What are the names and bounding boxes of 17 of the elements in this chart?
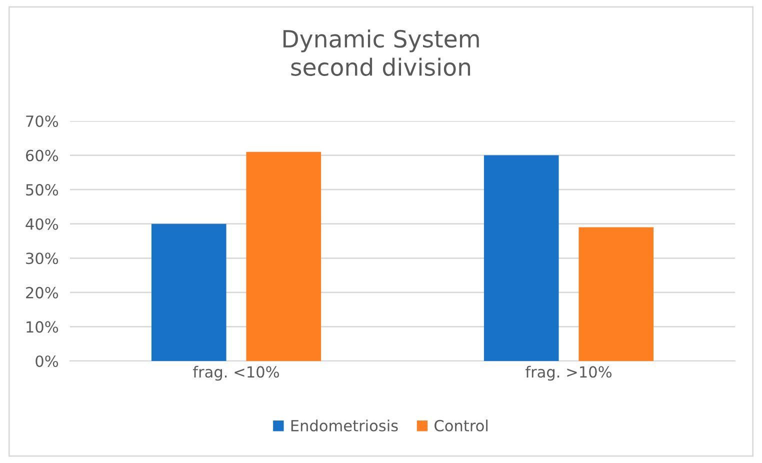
y-tick-label: 50% — [26, 184, 58, 196]
bar — [484, 155, 559, 361]
y-tick-label: 0% — [36, 355, 58, 368]
bar — [246, 152, 322, 361]
y-tick-label: 10% — [26, 321, 58, 333]
bar — [151, 224, 226, 361]
y-tick-label: 30% — [26, 252, 58, 264]
y-tick-label: 20% — [26, 286, 58, 298]
legend-label: Endometriosis — [291, 420, 398, 432]
x-tick-label: frag. <10% — [193, 366, 279, 381]
y-tick-label: 60% — [26, 150, 58, 162]
legend-label: Control — [434, 420, 488, 432]
bar — [578, 227, 654, 361]
y-tick-label: 40% — [26, 218, 58, 230]
x-tick-label: frag. >10% — [526, 366, 612, 381]
y-tick-label: 70% — [26, 115, 58, 128]
chart-title: Dynamic System second division — [283, 29, 479, 76]
